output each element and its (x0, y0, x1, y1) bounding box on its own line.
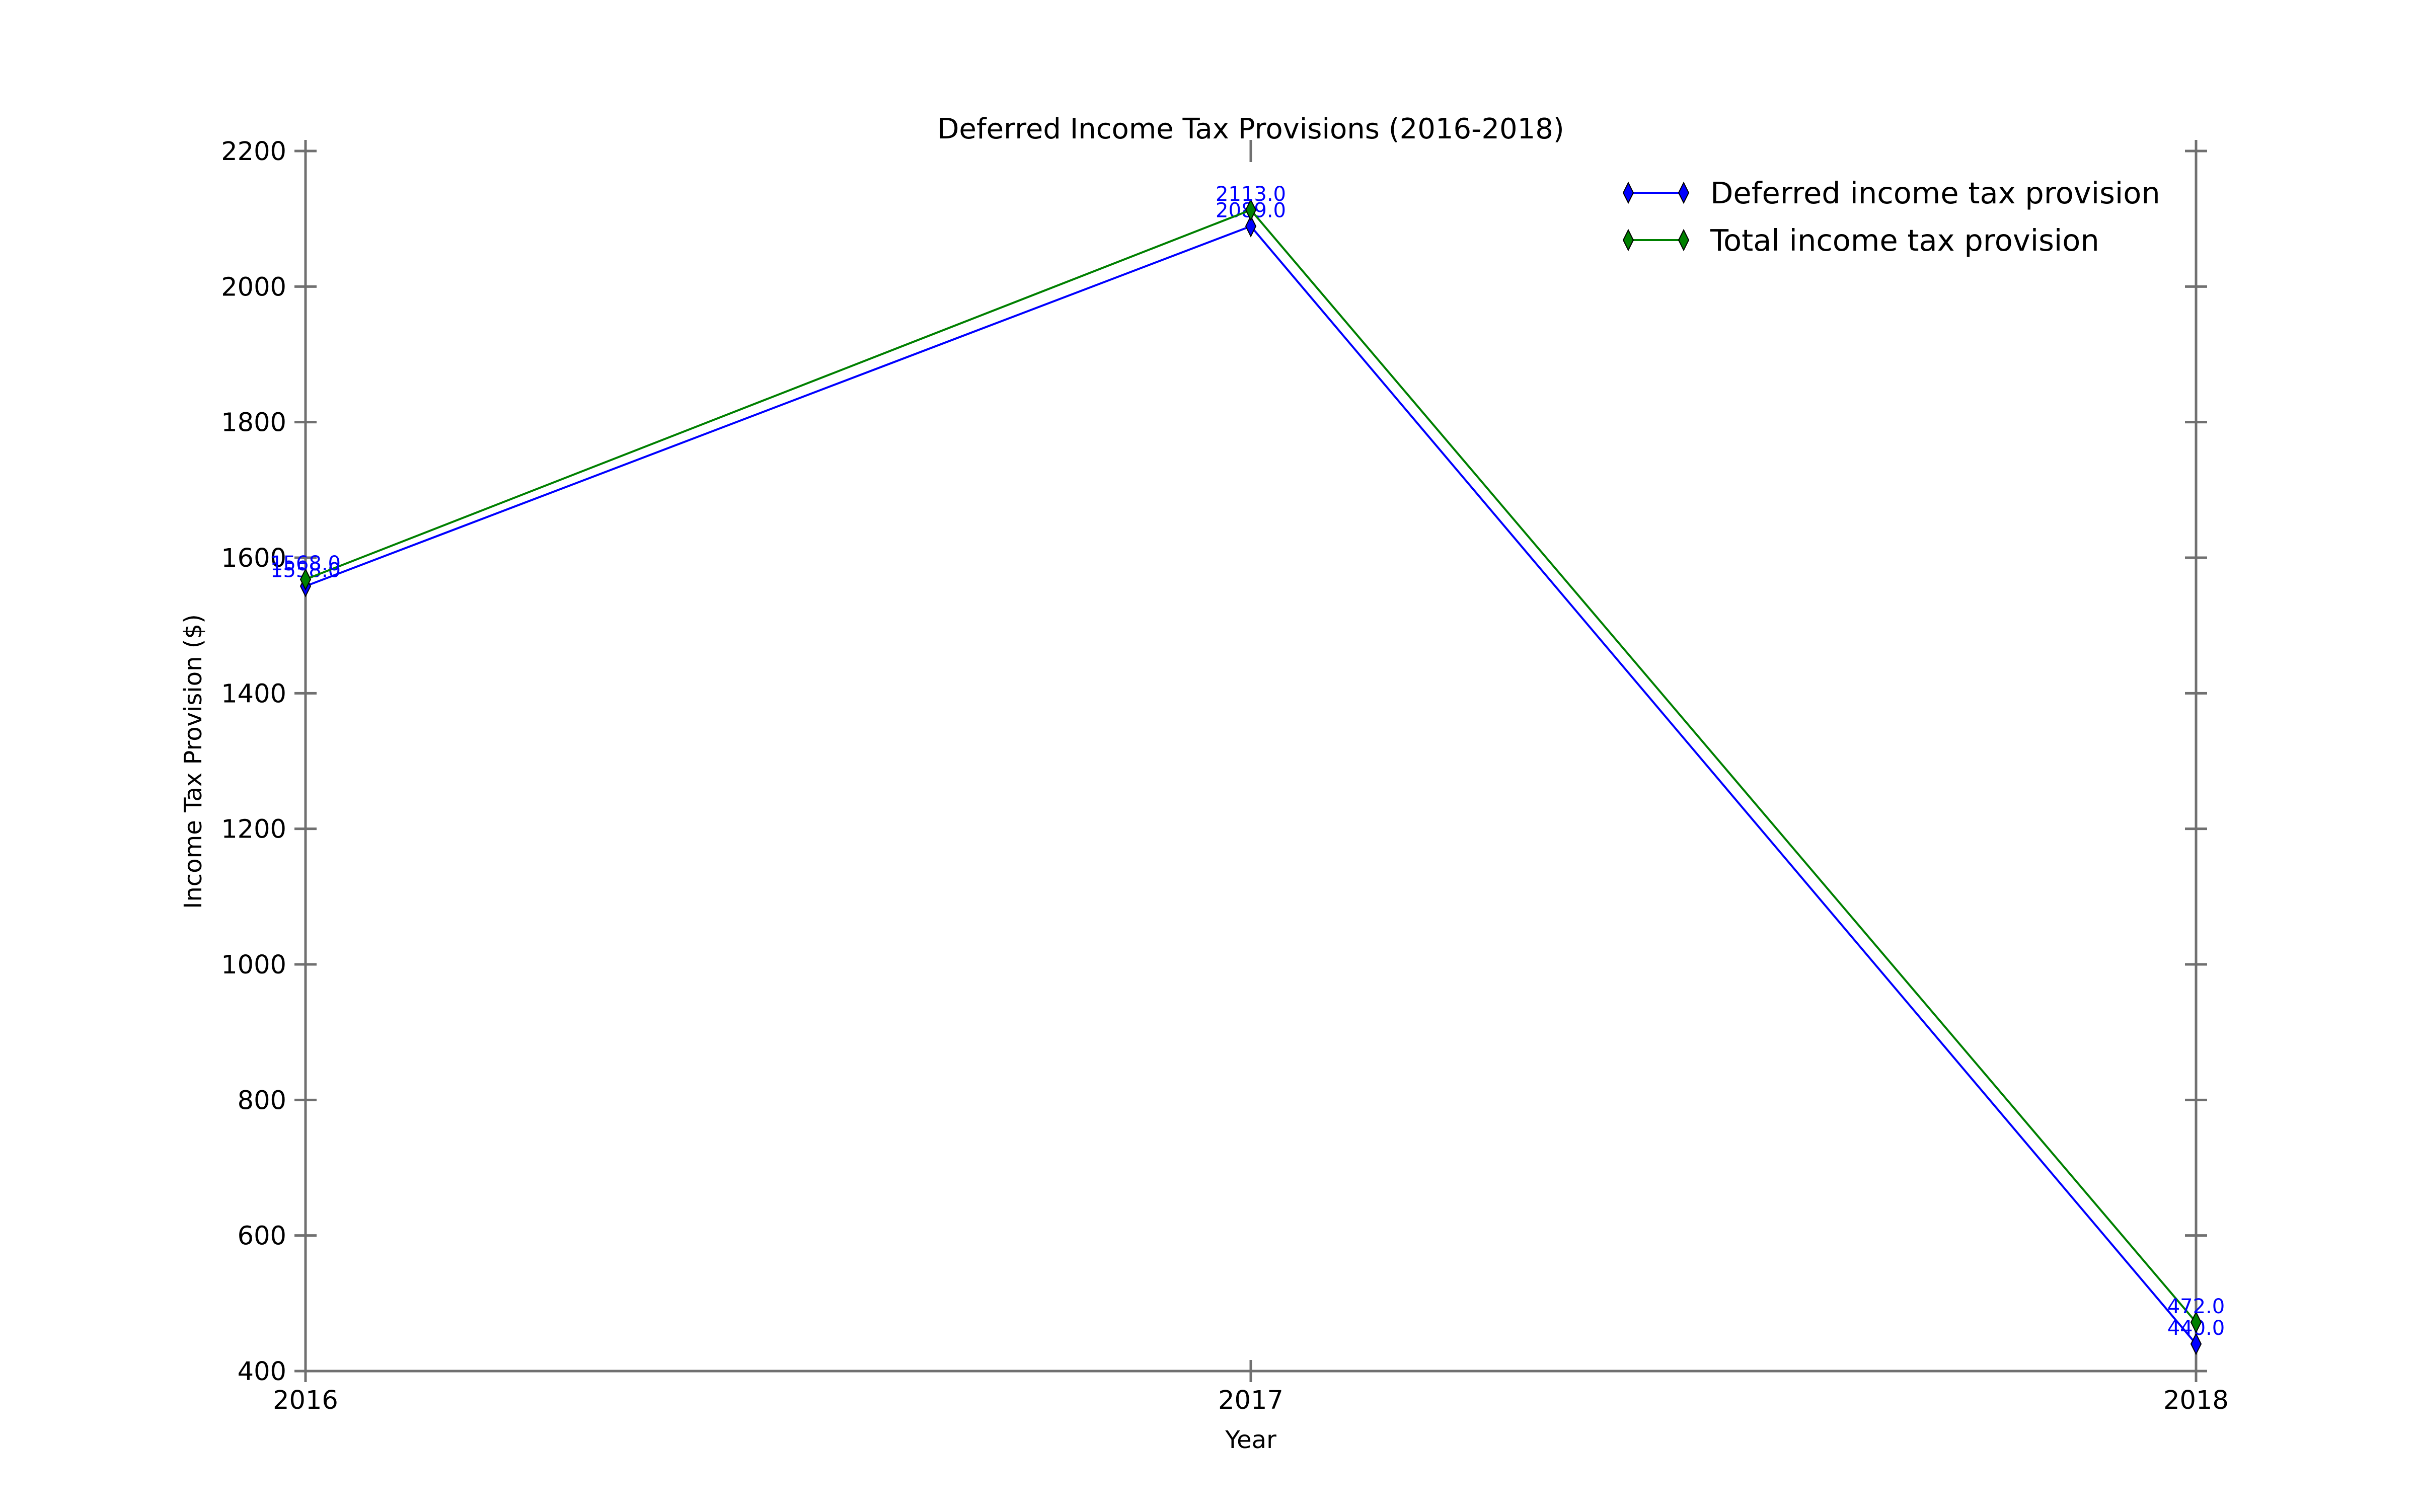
legend-1-label: Deferred income tax provision (1710, 176, 2160, 210)
y-tick-label-2200: 2200 (221, 137, 286, 167)
x-tick-label-2016: 2016 (273, 1386, 338, 1415)
y-axis-title: Income Tax Provision ($) (179, 614, 207, 909)
legend-1-marker-right (1678, 181, 1690, 204)
legend-2-marker-right (1678, 229, 1690, 252)
y-tick-label-1800: 1800 (221, 408, 286, 438)
legend-1-marker-left (1622, 181, 1634, 204)
y-tick-label-1400: 1400 (221, 679, 286, 709)
y-tick-label-1000: 1000 (221, 950, 286, 980)
series-2-point-2016 (299, 568, 312, 591)
series-2-data-label-2017: 2113.0 (1216, 183, 1286, 206)
y-tick-label-1600: 1600 (221, 544, 286, 573)
series-1-point-2018 (2190, 1332, 2202, 1355)
x-tick-label-2018: 2018 (2163, 1386, 2229, 1415)
series-1-point-2017 (1245, 215, 1257, 238)
series-2-point-2018 (2190, 1311, 2202, 1334)
legend-2-label: Total income tax provision (1710, 223, 2099, 258)
x-axis-title: Year (1225, 1426, 1276, 1454)
y-tick-label-1200: 1200 (221, 815, 286, 845)
series-2-data-label-2018: 472.0 (2167, 1295, 2225, 1318)
y-tick-label-600: 600 (238, 1222, 286, 1251)
series-1-line (305, 225, 2197, 1345)
x-tick-label-2017: 2017 (1218, 1386, 1284, 1415)
series-2-point-2017 (1245, 198, 1257, 221)
series-2-line (305, 208, 2197, 1323)
y-tick-label-800: 800 (238, 1086, 286, 1115)
series-2-data-label-2016: 1568.0 (270, 552, 341, 575)
y-tick-label-2000: 2000 (221, 272, 286, 302)
legend-2-marker-left (1622, 229, 1634, 252)
y-tick-label-400: 400 (238, 1357, 286, 1387)
